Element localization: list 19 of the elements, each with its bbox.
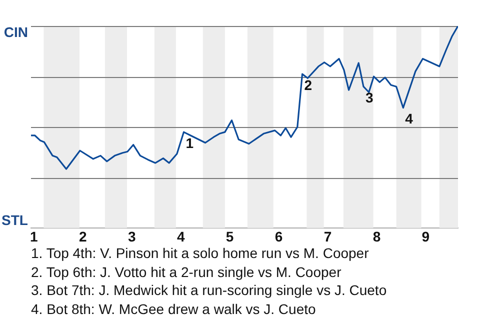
x-tick-label: 2 — [79, 228, 88, 244]
x-tick-label: 7 — [324, 228, 332, 244]
text: 1. Top 4th: V. Pinson hit a solo home run vs M. Cooper — [31, 244, 370, 262]
x-tick-label: 4 — [176, 228, 185, 244]
ref-line-label: CIN — [4, 24, 28, 40]
text: 2. Top 6th: J. Votto hit a 2-run single vs M. Cooper — [31, 262, 342, 281]
x-tick-label: 3 — [128, 228, 136, 244]
annotation: 3 — [365, 89, 374, 106]
x-tick-label: 6 — [274, 228, 283, 244]
x-tick-label: 9 — [422, 228, 430, 244]
x-tick-label: 8 — [372, 228, 381, 244]
text: 4. Bot 8th: W. McGee drew a walk vs J. Cueto — [31, 300, 317, 318]
annotation: 2 — [304, 76, 312, 93]
x-tick-label: 1 — [30, 228, 38, 244]
annotation: 4 — [405, 110, 414, 127]
x-tick-label: 5 — [226, 228, 234, 244]
text: STL — [2, 212, 28, 228]
text: 3. Bot 7th: J. Medwick hit a run-scoring single vs J. Cueto — [31, 281, 387, 300]
annotation: 1 — [186, 134, 194, 151]
